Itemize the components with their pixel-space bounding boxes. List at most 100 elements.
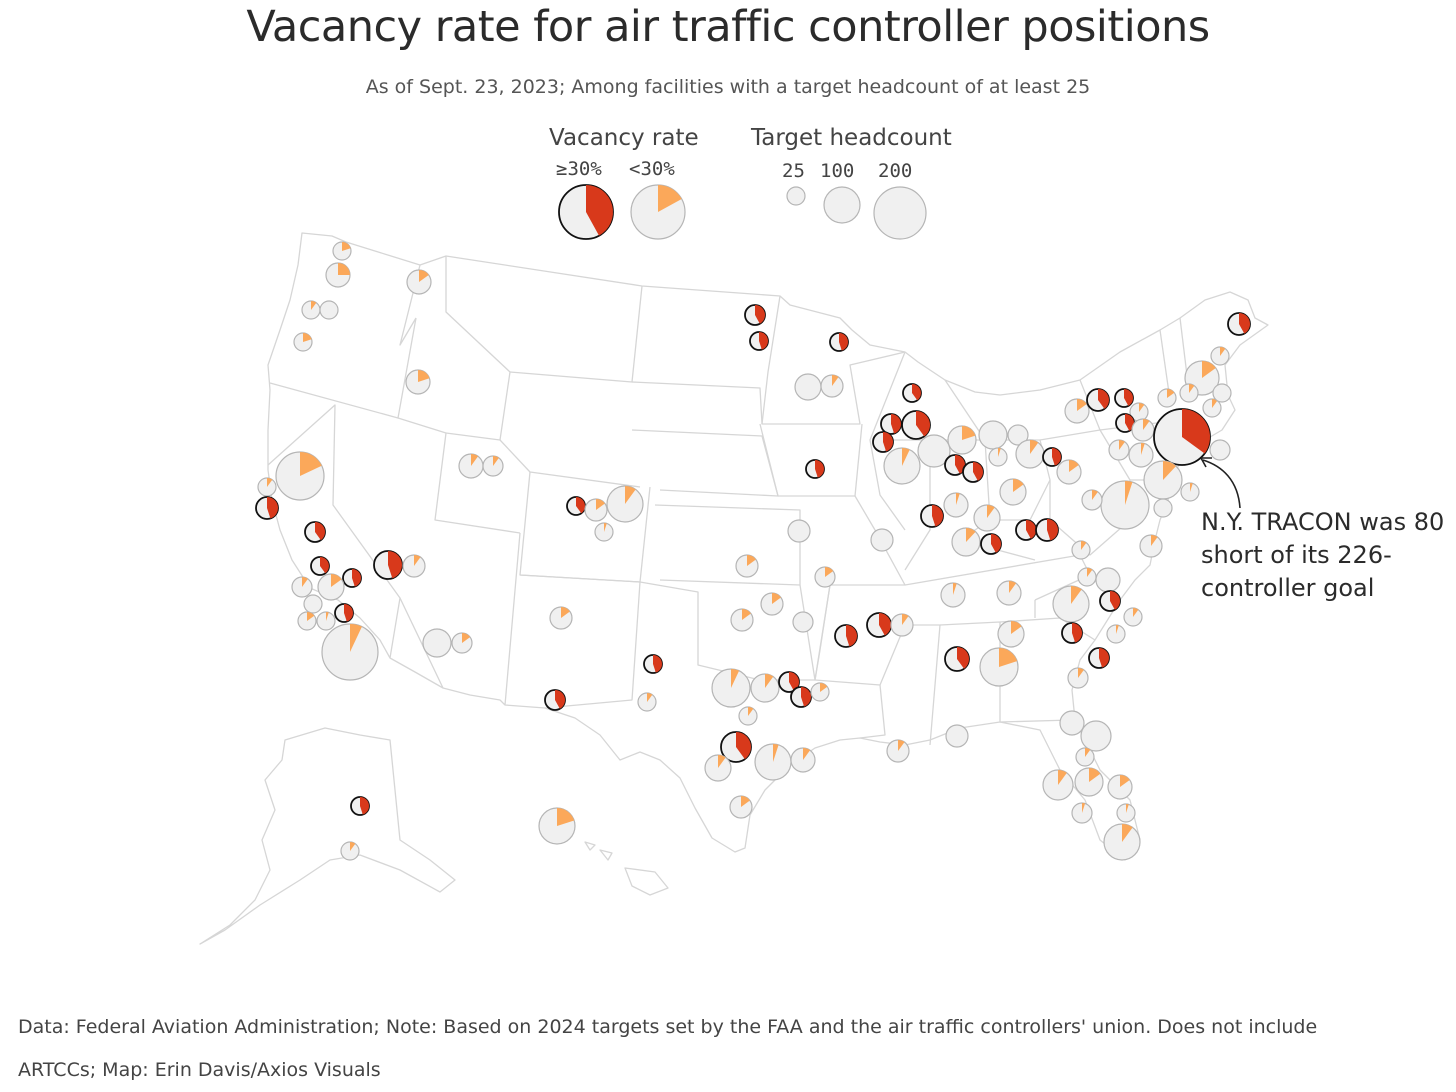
facility-marker <box>735 554 759 578</box>
facility-marker <box>790 686 812 708</box>
facility-marker <box>1088 647 1110 669</box>
facility-marker <box>1099 590 1121 612</box>
facility-marker <box>340 841 360 861</box>
facility-marker <box>945 724 969 748</box>
facility-marker <box>422 628 452 658</box>
facility-marker <box>814 566 836 588</box>
legend-symbols <box>558 184 927 240</box>
alaska-outline <box>199 727 456 945</box>
legend-size-25-label: 25 <box>782 160 805 182</box>
facility-marker <box>787 519 811 543</box>
facility-marker <box>566 496 586 516</box>
facility-marker <box>402 554 426 578</box>
facility-marker <box>790 747 816 773</box>
facility-marker <box>880 413 902 435</box>
chart-subtitle: As of Sept. 23, 2023; Among facilities w… <box>365 76 1091 98</box>
facility-marker <box>255 496 279 520</box>
facility-marker <box>643 654 663 674</box>
facility-marker <box>1071 802 1093 824</box>
facility-marker <box>317 573 345 601</box>
facility-marker <box>1059 710 1085 736</box>
facility-marker <box>293 332 313 352</box>
annotation-arrowhead <box>1200 457 1212 468</box>
facility-marker <box>1086 388 1110 412</box>
legend-vacancy-high-label: ≥30% <box>556 158 602 180</box>
hawaii-outline <box>559 833 669 896</box>
facility-marker <box>1042 447 1062 467</box>
facility-marker <box>744 304 766 326</box>
facility-marker <box>997 620 1025 648</box>
facility-marker <box>1015 519 1037 541</box>
facility-marker <box>1180 482 1200 502</box>
facility-marker <box>275 451 325 501</box>
facility-marker <box>951 527 981 557</box>
facility-marker <box>1179 383 1199 403</box>
facility-marker <box>920 504 944 528</box>
facility-marker <box>549 606 573 630</box>
facility-marker <box>917 434 951 468</box>
facility-marker <box>1103 823 1141 861</box>
footer-line-1: Data: Federal Aviation Administration; N… <box>18 1016 1318 1038</box>
facility-marker <box>1007 424 1029 446</box>
legend-high-vacancy-symbol <box>558 184 614 240</box>
facility-marker <box>940 582 966 608</box>
facility-marker <box>711 668 751 708</box>
footer-line-2: ARTCCs; Map: Erin Davis/Axios Visuals <box>18 1059 381 1081</box>
facility-marker <box>1139 534 1163 558</box>
facility-marker <box>988 447 1008 467</box>
facility-marker <box>872 431 894 453</box>
facility-marker <box>1015 439 1045 469</box>
facility-marker <box>405 369 431 395</box>
facility-marker <box>944 646 970 672</box>
facility-marker <box>482 455 504 477</box>
facility-marker <box>584 498 608 522</box>
facility-marker <box>257 477 277 497</box>
facility-marker <box>1227 312 1251 336</box>
facility-marker <box>1067 667 1089 689</box>
facility-marker <box>778 671 800 693</box>
facility-marker <box>1128 442 1154 468</box>
facility-marker <box>792 611 814 633</box>
facility-marker <box>810 682 830 702</box>
facility-marker <box>720 731 752 763</box>
facility-marker <box>829 332 849 352</box>
facility-marker <box>870 528 894 552</box>
facility-marker <box>451 632 473 654</box>
facility-marker <box>606 485 644 523</box>
facility-markers <box>255 241 1251 861</box>
facility-marker <box>890 613 914 637</box>
facility-marker <box>883 447 921 485</box>
facility-marker <box>820 374 844 398</box>
facility-marker <box>729 795 753 819</box>
facility-marker <box>1210 346 1230 366</box>
facility-marker <box>594 522 614 542</box>
facility-marker <box>458 453 484 479</box>
facility-marker <box>704 754 732 782</box>
facility-marker <box>980 533 1002 555</box>
facility-marker <box>750 673 780 703</box>
facility-marker <box>1202 398 1222 418</box>
footer: Data: Federal Aviation Administration; N… <box>18 1006 1418 1092</box>
facility-marker <box>1153 408 1211 466</box>
facility-marker <box>979 647 1019 687</box>
facility-marker <box>754 743 792 781</box>
legend-size-25-symbol <box>786 186 806 206</box>
facility-marker <box>303 594 323 614</box>
facility-marker <box>310 556 330 576</box>
facility-marker <box>1081 489 1103 511</box>
facility-marker <box>760 592 784 616</box>
facility-marker <box>1153 498 1173 518</box>
facility-marker <box>1157 388 1177 408</box>
facility-marker <box>1095 567 1121 593</box>
facility-marker <box>1131 418 1155 442</box>
facility-marker <box>1077 567 1097 587</box>
facility-marker <box>350 796 370 816</box>
legend-size-100-label: 100 <box>820 160 855 182</box>
facility-marker <box>325 262 351 288</box>
facility-marker <box>738 706 758 726</box>
legend-size-200-label: 200 <box>878 160 913 182</box>
facility-marker <box>947 425 977 455</box>
facility-marker <box>999 478 1027 506</box>
facility-marker <box>291 576 313 598</box>
